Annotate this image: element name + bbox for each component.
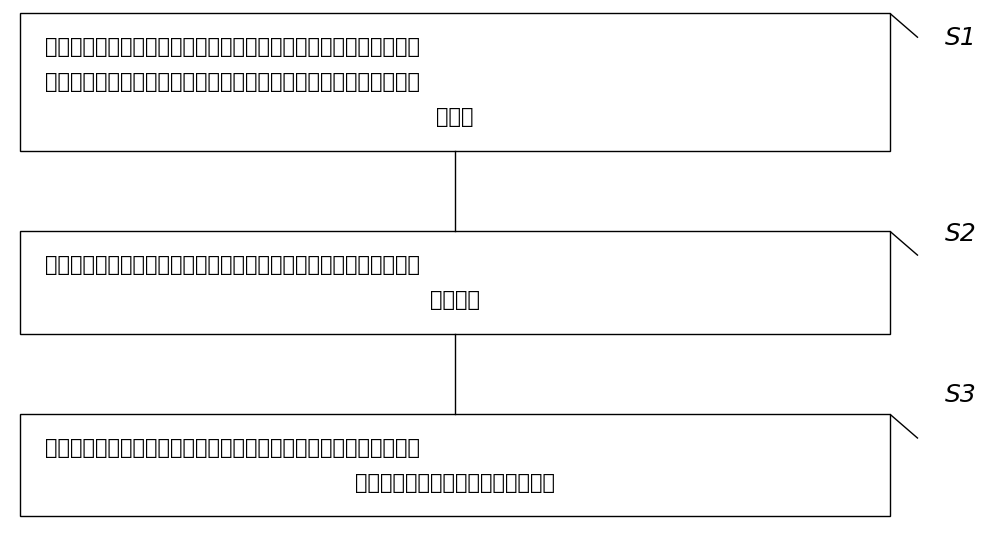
Bar: [20, 231, 890, 334]
Text: S2: S2: [945, 222, 977, 246]
Text: 数据组: 数据组: [436, 107, 474, 127]
Text: S1: S1: [945, 26, 977, 49]
Text: 当接收到一次校正后的道岔电流值后，将一次校正后的道岔电流值代: 当接收到一次校正后的道岔电流值后，将一次校正后的道岔电流值代: [45, 438, 420, 458]
Text: S3: S3: [945, 384, 977, 407]
Bar: [20, 414, 890, 516]
Text: 电流值，并将同一次动作时的显示电流值和实测电流值作为一个二元: 电流值，并将同一次动作时的显示电流值和实测电流值作为一个二元: [45, 72, 420, 92]
Text: 基于每次动作得到的数据组结合坐标原点，通过最小二乘法计算得到: 基于每次动作得到的数据组结合坐标原点，通过最小二乘法计算得到: [45, 255, 420, 275]
Text: 入拟合函数得到二次校正结果并输出: 入拟合函数得到二次校正结果并输出: [355, 473, 555, 493]
Text: 拟合函数: 拟合函数: [430, 290, 480, 310]
Bar: [20, 13, 890, 151]
Text: 多次动作道岔，记录每次道岔动作时站场的显示电流值和现场的实测: 多次动作道岔，记录每次道岔动作时站场的显示电流值和现场的实测: [45, 37, 420, 57]
